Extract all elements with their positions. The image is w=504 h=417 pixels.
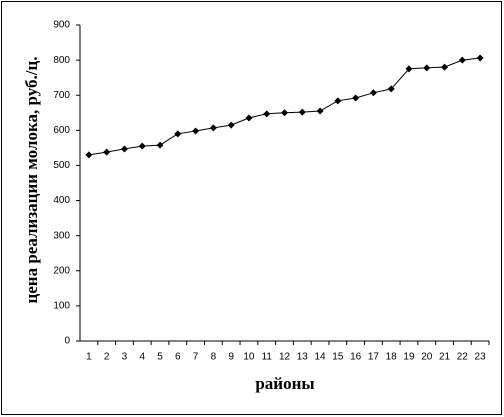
x-tick-label: 16 — [350, 352, 362, 363]
marker — [209, 124, 217, 132]
x-tick-label: 5 — [157, 352, 163, 363]
x-tick-label: 15 — [332, 352, 344, 363]
marker — [138, 142, 146, 150]
x-tick-label: 22 — [457, 352, 469, 363]
marker — [387, 85, 395, 93]
x-tick-label: 23 — [475, 352, 487, 363]
x-tick-label: 17 — [368, 352, 380, 363]
marker — [369, 89, 377, 97]
y-axis-title: цена реализации молока, руб./ц. — [22, 56, 41, 303]
marker — [298, 108, 306, 116]
x-tick-label: 20 — [421, 352, 433, 363]
marker — [263, 110, 271, 118]
y-tick-label: 100 — [53, 301, 70, 312]
x-tick-label: 21 — [439, 352, 451, 363]
y-tick-label: 0 — [64, 336, 70, 347]
marker — [120, 145, 128, 153]
y-tick-label: 300 — [53, 230, 70, 241]
marker — [458, 56, 466, 64]
x-tick-label: 9 — [228, 352, 234, 363]
x-tick-label: 6 — [175, 352, 181, 363]
marker — [281, 109, 288, 117]
x-tick-label: 7 — [193, 352, 199, 363]
marker — [156, 141, 164, 149]
x-axis-title: районы — [255, 374, 314, 393]
marker — [316, 107, 324, 115]
marker — [423, 64, 431, 72]
x-tick-label: 1 — [86, 352, 92, 363]
y-tick-label: 800 — [53, 55, 70, 66]
x-tick-label: 11 — [262, 352, 273, 363]
marker — [476, 54, 484, 62]
x-tick-label: 10 — [243, 352, 255, 363]
y-tick-label: 900 — [53, 20, 70, 31]
marker — [441, 63, 449, 71]
y-tick-label: 400 — [53, 195, 70, 206]
x-tick-label: 12 — [279, 352, 291, 363]
marker — [103, 148, 111, 156]
x-tick-label: 3 — [122, 352, 128, 363]
marker — [245, 114, 253, 122]
marker — [192, 127, 200, 135]
x-tick-label: 19 — [403, 352, 415, 363]
y-tick-label: 700 — [53, 90, 70, 101]
x-tick-label: 14 — [315, 352, 327, 363]
y-tick-label: 500 — [53, 160, 70, 171]
x-tick-label: 4 — [139, 352, 145, 363]
x-tick-label: 18 — [386, 352, 398, 363]
x-tick-label: 8 — [211, 352, 217, 363]
y-tick-label: 600 — [53, 125, 70, 136]
x-tick-label: 13 — [297, 352, 309, 363]
marker — [85, 151, 93, 159]
x-tick-label: 2 — [104, 352, 110, 363]
marker — [174, 130, 182, 138]
marker — [405, 65, 413, 73]
marker — [334, 97, 342, 105]
marker — [352, 94, 360, 102]
y-tick-label: 200 — [53, 265, 70, 276]
marker — [227, 121, 235, 129]
